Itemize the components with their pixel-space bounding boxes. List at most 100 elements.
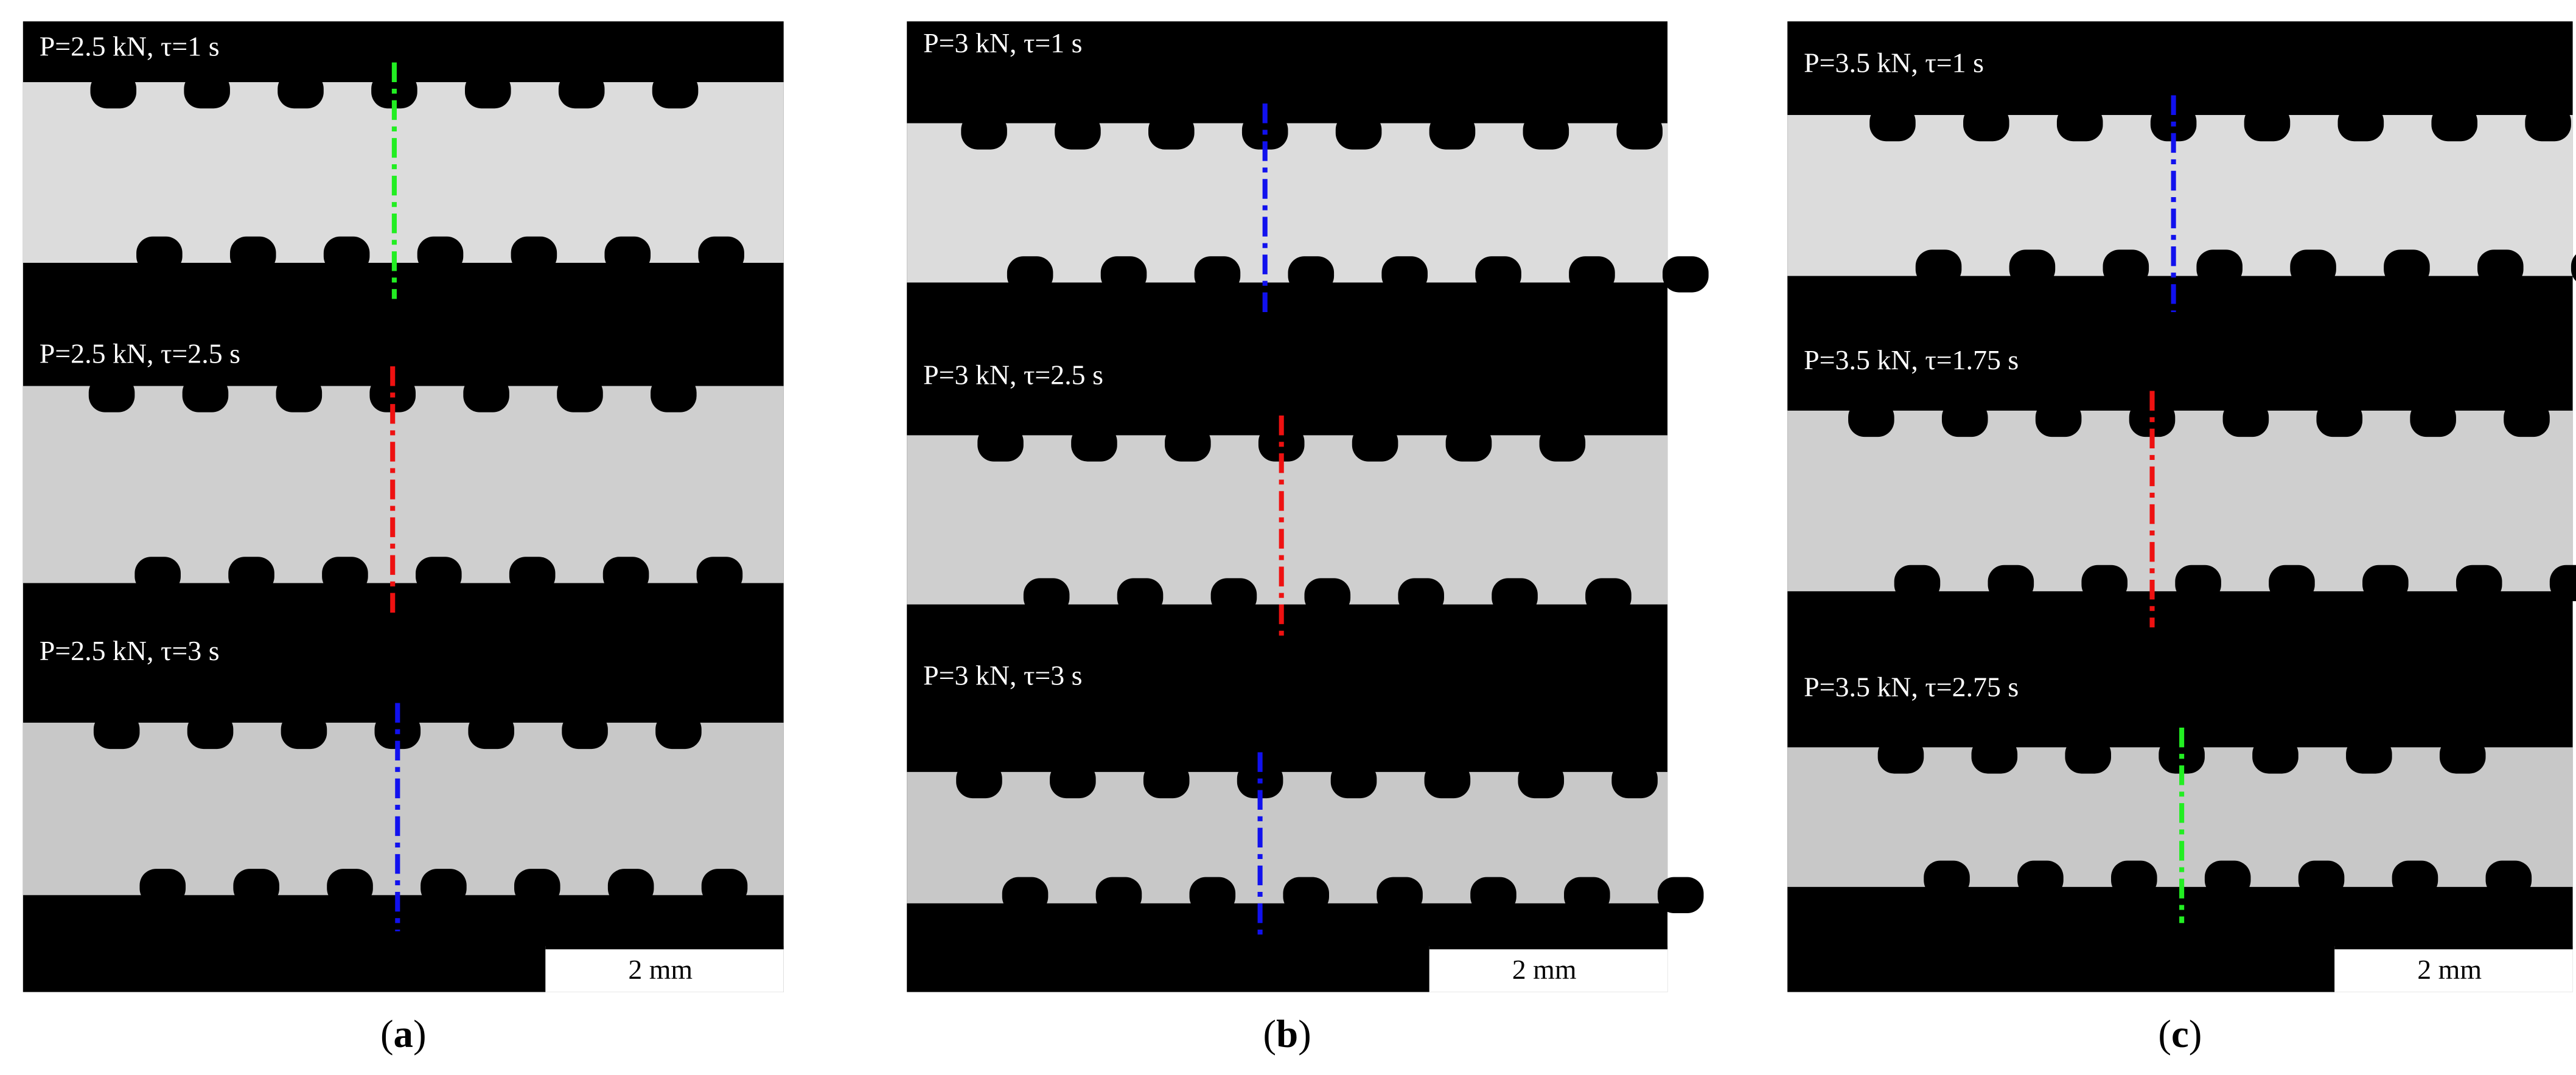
- tooth-notch: [323, 236, 370, 273]
- tooth-notch: [1971, 737, 2018, 774]
- tooth-notch: [701, 869, 748, 905]
- panel: P=3 kN, τ=1 s P=3 kN, τ=2.5 s P=3 kN, τ=3 …: [907, 21, 1709, 1056]
- tooth-notch: [134, 557, 181, 593]
- tooth-notch: [2175, 565, 2221, 602]
- tooth-notch: [1283, 877, 1329, 914]
- tooth-notch: [558, 72, 605, 109]
- tooth-notch: [1663, 256, 1709, 293]
- tooth-notch: [1475, 256, 1521, 293]
- tooth-notch: [1288, 256, 1335, 293]
- tooth-notch: [281, 712, 327, 750]
- tooth-notch: [136, 236, 183, 273]
- tooth-notch: [509, 557, 556, 593]
- scale-bar-box: [2334, 946, 2573, 992]
- tooth-notch: [1988, 565, 2034, 602]
- tooth-notch: [1398, 578, 1444, 614]
- caption-part: (: [1263, 1012, 1277, 1056]
- specimen-strip: [23, 82, 784, 263]
- tooth-notch: [2035, 400, 2082, 437]
- tooth-notch: [463, 376, 509, 412]
- tooth-notch: [2111, 860, 2157, 897]
- panel: P=2.5 kN, τ=1 s P=2.5 kN, τ=2.5 s P=2.5 kN…: [23, 21, 784, 1056]
- panel-caption: (a): [380, 1012, 427, 1056]
- tooth-notch: [1100, 256, 1147, 293]
- condition-label: P=3.5 kN, τ=1.75 s: [1804, 344, 2019, 375]
- tooth-notch: [88, 376, 135, 412]
- tooth-notch: [1657, 877, 1704, 914]
- tooth-notch: [1616, 113, 1663, 150]
- tooth-notch: [2316, 400, 2363, 437]
- tooth-notch: [2485, 860, 2532, 897]
- tooth-notch: [557, 376, 603, 412]
- tooth-notch: [1894, 565, 1941, 602]
- tooth-notch: [1117, 578, 1164, 614]
- tooth-notch: [562, 712, 608, 750]
- tooth-notch: [2204, 860, 2251, 897]
- caption-part: ): [413, 1012, 427, 1056]
- tooth-notch: [1194, 256, 1241, 293]
- condition-label: P=2.5 kN, τ=2.5 s: [40, 338, 240, 369]
- scale-bar-label: 2 mm: [628, 954, 693, 985]
- tooth-notch: [2504, 400, 2550, 437]
- tooth-notch: [1445, 425, 1492, 462]
- tooth-notch: [1335, 113, 1382, 150]
- tooth-notch: [2081, 565, 2128, 602]
- tooth-notch: [2410, 400, 2456, 437]
- tooth-notch: [322, 557, 368, 593]
- tooth-notch: [2103, 249, 2149, 286]
- tooth-notch: [1848, 400, 1894, 437]
- tooth-notch: [327, 869, 373, 905]
- tooth-notch: [233, 869, 279, 905]
- scale-bar-label: 2 mm: [2417, 954, 2482, 985]
- tooth-notch: [514, 869, 560, 905]
- condition-label: P=3.5 kN, τ=1 s: [1804, 47, 1984, 78]
- tooth-notch: [2244, 105, 2291, 142]
- tooth-notch: [417, 236, 464, 273]
- tooth-notch: [651, 376, 697, 412]
- caption-part: b: [1276, 1012, 1298, 1056]
- tooth-notch: [2549, 565, 2576, 602]
- panel-caption: (b): [1263, 1012, 1311, 1056]
- tooth-notch: [1941, 400, 1988, 437]
- tooth-notch: [93, 712, 140, 750]
- tooth-notch: [2290, 249, 2336, 286]
- caption-part: (: [2158, 1012, 2171, 1056]
- tooth-notch: [2222, 400, 2269, 437]
- tooth-notch: [652, 72, 699, 109]
- tooth-notch: [1055, 113, 1101, 150]
- specimen-strip: [23, 722, 784, 896]
- scale-bar-label: 2 mm: [1512, 954, 1577, 985]
- tooth-notch: [2362, 565, 2409, 602]
- caption-part: ): [1298, 1012, 1311, 1056]
- tooth-notch: [1539, 425, 1586, 462]
- tooth-notch: [1377, 877, 1423, 914]
- tooth-notch: [1492, 578, 1538, 614]
- tooth-notch: [696, 557, 743, 593]
- tooth-notch: [2269, 565, 2315, 602]
- tooth-notch: [602, 557, 649, 593]
- tooth-notch: [2065, 737, 2112, 774]
- tooth-notch: [2252, 737, 2299, 774]
- tooth-notch: [2525, 105, 2571, 142]
- tooth-notch: [1189, 877, 1236, 914]
- tooth-notch: [139, 869, 186, 905]
- specimen-strip: [23, 386, 784, 583]
- tooth-notch: [1381, 256, 1428, 293]
- tooth-notch: [961, 113, 1007, 150]
- scale-bar-box: [1429, 946, 1668, 992]
- specimen-strip: [1787, 410, 2573, 591]
- panel-caption: (c): [2158, 1012, 2202, 1056]
- tooth-notch: [1143, 762, 1190, 799]
- condition-label: P=3.5 kN, τ=2.75 s: [1804, 671, 2019, 702]
- tooth-notch: [416, 557, 462, 593]
- tooth-notch: [655, 712, 702, 750]
- tooth-notch: [2056, 105, 2103, 142]
- caption-part: a: [394, 1012, 413, 1056]
- tooth-notch: [1165, 425, 1211, 462]
- tooth-notch: [1007, 256, 1053, 293]
- tooth-notch: [1877, 737, 1924, 774]
- tooth-notch: [1429, 113, 1476, 150]
- tooth-notch: [182, 376, 229, 412]
- tooth-notch: [421, 869, 467, 905]
